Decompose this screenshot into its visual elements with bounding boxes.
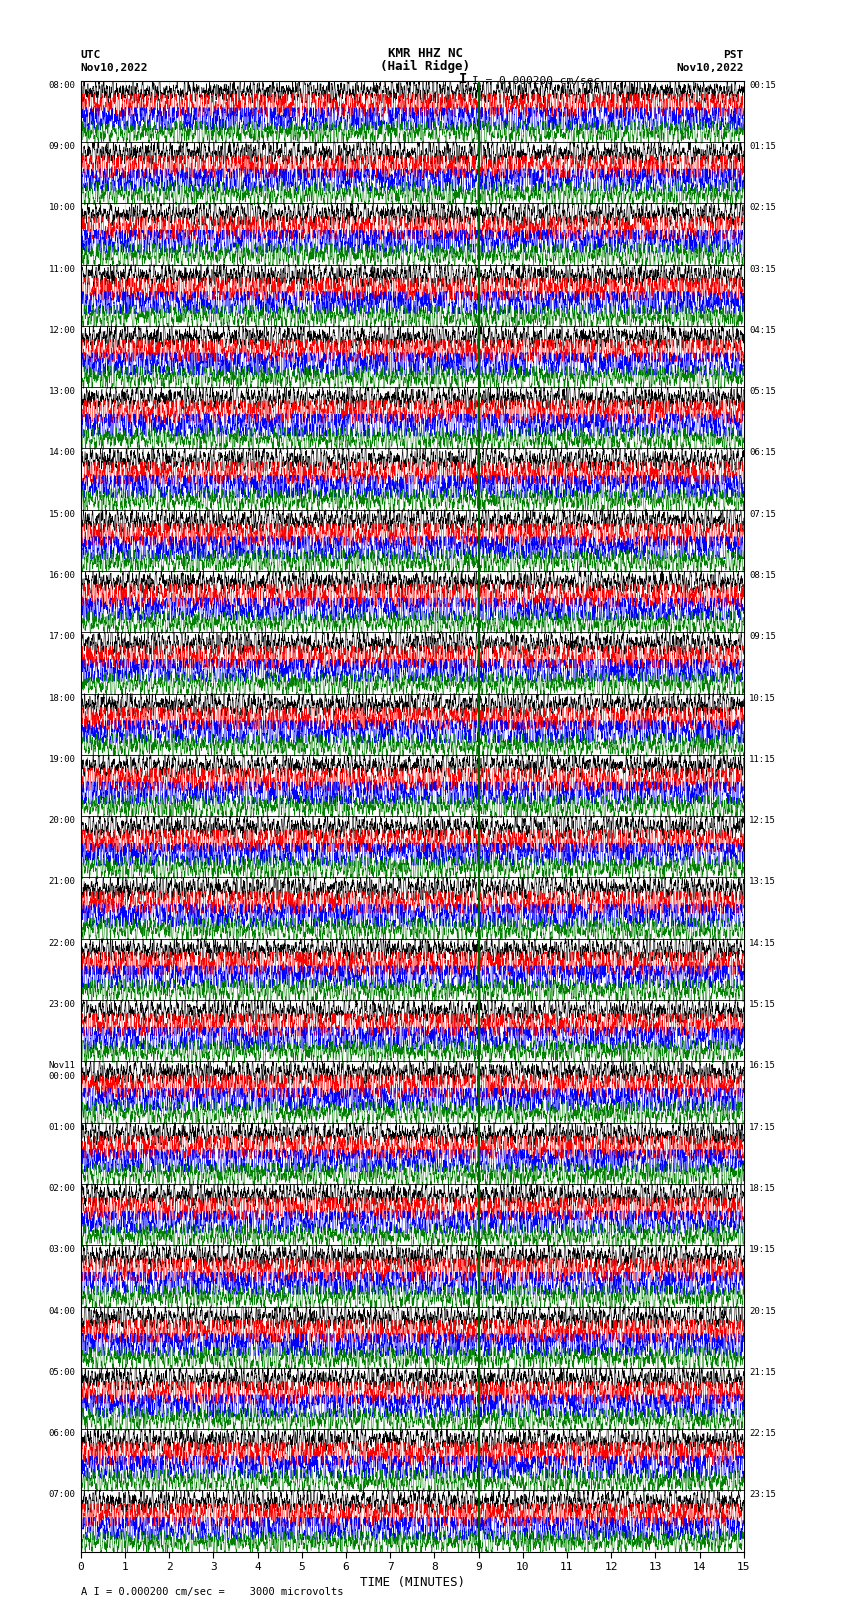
Text: 11:15: 11:15: [749, 755, 776, 765]
Text: 01:00: 01:00: [48, 1123, 76, 1132]
Text: 15:00: 15:00: [48, 510, 76, 519]
Text: 08:15: 08:15: [749, 571, 776, 581]
Text: 14:00: 14:00: [48, 448, 76, 458]
Text: 06:00: 06:00: [48, 1429, 76, 1439]
Text: 14:15: 14:15: [749, 939, 776, 948]
Text: 23:00: 23:00: [48, 1000, 76, 1010]
Text: 09:15: 09:15: [749, 632, 776, 642]
Text: PST: PST: [723, 50, 744, 60]
Text: 06:15: 06:15: [749, 448, 776, 458]
Text: 16:15: 16:15: [749, 1061, 776, 1071]
Text: 13:00: 13:00: [48, 387, 76, 397]
Text: (Hail Ridge): (Hail Ridge): [380, 60, 470, 73]
Text: 08:00: 08:00: [48, 81, 76, 90]
Text: 19:15: 19:15: [749, 1245, 776, 1255]
Text: 01:15: 01:15: [749, 142, 776, 152]
Text: 22:15: 22:15: [749, 1429, 776, 1439]
Text: 18:15: 18:15: [749, 1184, 776, 1194]
Text: 07:15: 07:15: [749, 510, 776, 519]
Text: 05:15: 05:15: [749, 387, 776, 397]
Text: 12:00: 12:00: [48, 326, 76, 336]
Text: 18:00: 18:00: [48, 694, 76, 703]
Text: 09:00: 09:00: [48, 142, 76, 152]
Text: Nov10,2022: Nov10,2022: [81, 63, 148, 73]
Text: 13:15: 13:15: [749, 877, 776, 887]
Text: 12:15: 12:15: [749, 816, 776, 826]
Text: 20:15: 20:15: [749, 1307, 776, 1316]
Text: 16:00: 16:00: [48, 571, 76, 581]
Text: 11:00: 11:00: [48, 265, 76, 274]
Text: I: I: [459, 73, 468, 85]
Text: 10:00: 10:00: [48, 203, 76, 213]
Text: 22:00: 22:00: [48, 939, 76, 948]
Text: 17:00: 17:00: [48, 632, 76, 642]
Text: 04:15: 04:15: [749, 326, 776, 336]
Text: 19:00: 19:00: [48, 755, 76, 765]
Text: 10:15: 10:15: [749, 694, 776, 703]
Text: 03:15: 03:15: [749, 265, 776, 274]
Text: KMR HHZ NC: KMR HHZ NC: [388, 47, 462, 60]
Text: Nov10,2022: Nov10,2022: [677, 63, 744, 73]
Text: 02:15: 02:15: [749, 203, 776, 213]
Text: 21:00: 21:00: [48, 877, 76, 887]
Text: 23:15: 23:15: [749, 1490, 776, 1500]
Text: 17:15: 17:15: [749, 1123, 776, 1132]
Text: 21:15: 21:15: [749, 1368, 776, 1378]
X-axis label: TIME (MINUTES): TIME (MINUTES): [360, 1576, 465, 1589]
Text: 00:15: 00:15: [749, 81, 776, 90]
Text: 20:00: 20:00: [48, 816, 76, 826]
Text: 04:00: 04:00: [48, 1307, 76, 1316]
Text: Nov11
00:00: Nov11 00:00: [48, 1061, 76, 1081]
Text: 03:00: 03:00: [48, 1245, 76, 1255]
Text: UTC: UTC: [81, 50, 101, 60]
Text: I = 0.000200 cm/sec: I = 0.000200 cm/sec: [472, 76, 600, 85]
Text: 05:00: 05:00: [48, 1368, 76, 1378]
Text: 07:00: 07:00: [48, 1490, 76, 1500]
Text: 02:00: 02:00: [48, 1184, 76, 1194]
Text: 15:15: 15:15: [749, 1000, 776, 1010]
Text: A I = 0.000200 cm/sec =    3000 microvolts: A I = 0.000200 cm/sec = 3000 microvolts: [81, 1587, 343, 1597]
